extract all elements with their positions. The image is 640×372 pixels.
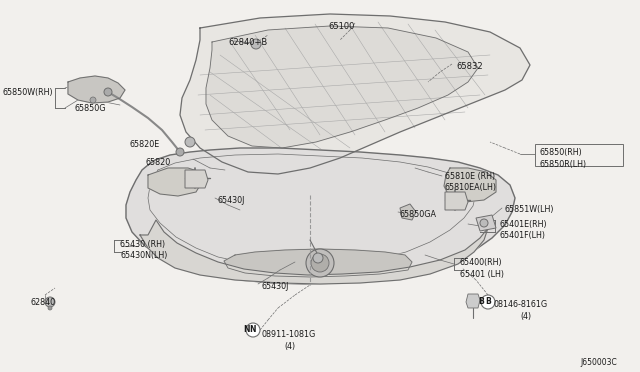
Text: B: B [478,298,484,307]
Circle shape [176,148,184,156]
Text: 65850R(LH): 65850R(LH) [540,160,587,169]
Text: N: N [250,326,256,334]
Circle shape [185,137,195,147]
Text: B: B [485,298,491,307]
Text: 62840: 62840 [30,298,55,307]
Text: (4): (4) [284,342,295,351]
Text: (4): (4) [520,312,531,321]
Text: 65401 (LH): 65401 (LH) [460,270,504,279]
Text: 65850G: 65850G [74,104,106,113]
Text: N: N [243,326,250,334]
Polygon shape [68,76,125,103]
Text: 65400(RH): 65400(RH) [460,258,502,267]
Circle shape [45,297,55,307]
Polygon shape [476,215,496,231]
Circle shape [306,249,334,277]
Polygon shape [466,294,480,308]
Text: 65820E: 65820E [130,140,160,149]
Polygon shape [148,168,202,196]
Polygon shape [444,168,496,202]
Text: 08911-1081G: 08911-1081G [262,330,316,339]
Text: 62840+B: 62840+B [228,38,268,47]
Text: 65810EA(LH): 65810EA(LH) [445,183,497,192]
Circle shape [246,323,260,337]
Polygon shape [180,14,530,174]
Polygon shape [206,26,478,148]
Text: 65851W(LH): 65851W(LH) [505,205,554,214]
Polygon shape [400,204,416,220]
Text: 65401F(LH): 65401F(LH) [500,231,546,240]
Circle shape [480,219,488,227]
Text: 65430J: 65430J [262,282,289,291]
Text: 65100: 65100 [328,22,355,31]
Polygon shape [140,220,488,284]
Circle shape [311,254,329,272]
Text: 65430N(LH): 65430N(LH) [120,251,168,260]
Polygon shape [126,148,515,284]
Text: 65850W(RH): 65850W(RH) [2,88,52,97]
Text: 08146-8161G: 08146-8161G [494,300,548,309]
Polygon shape [185,170,208,188]
Circle shape [481,295,495,309]
Text: 65810E (RH): 65810E (RH) [445,172,495,181]
Text: 65832: 65832 [456,62,483,71]
Polygon shape [224,249,412,277]
Circle shape [104,88,112,96]
Text: J650003C: J650003C [580,358,617,367]
Circle shape [48,306,52,310]
Text: 65850GA: 65850GA [400,210,437,219]
Circle shape [313,253,323,263]
Text: 65850(RH): 65850(RH) [540,148,583,157]
Circle shape [251,39,261,49]
Text: 65430 (RH): 65430 (RH) [120,240,165,249]
Text: 65430J: 65430J [218,196,245,205]
Text: 65820: 65820 [145,158,170,167]
Circle shape [90,97,96,103]
Text: 65401E(RH): 65401E(RH) [500,220,548,229]
Polygon shape [445,192,468,210]
